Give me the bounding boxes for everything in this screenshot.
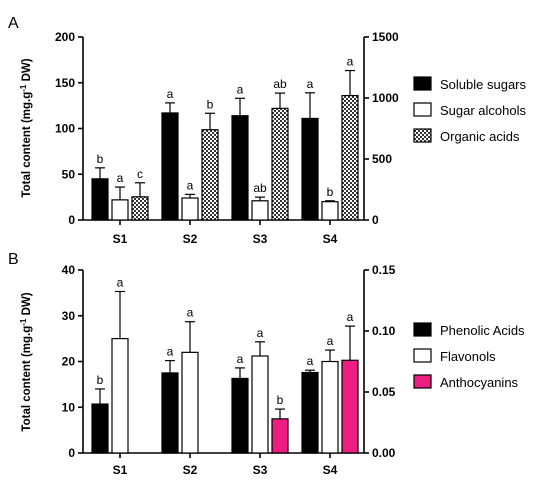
- panel-b-significance-letter: a: [327, 334, 334, 348]
- panel-b-right-tick-label: 0.10: [372, 324, 396, 338]
- panel-b-significance-letter: b: [97, 373, 104, 387]
- panel-b-bar: [91, 403, 109, 454]
- panel-a: A Total content (mg.g-1 DW) 0 50 100 150 200…: [8, 15, 526, 246]
- panel-a-y-axis-label: Total content (mg.g-1 DW): [19, 58, 33, 197]
- panel-b-bar: [341, 359, 359, 454]
- panel-a-bar: [271, 107, 289, 221]
- panel-a-bar: [161, 112, 179, 221]
- panel-a-left-tick-label: 0: [68, 213, 75, 227]
- panel-a-bar: [321, 201, 339, 221]
- panel-a-right-tick-label: 1500: [372, 30, 399, 44]
- panel-b-legend-swatch: [413, 322, 432, 337]
- panel-b-bar: [231, 377, 249, 454]
- panel-b-x-tick-label: S3: [253, 463, 268, 477]
- panel-a-x-tick-label: S4: [323, 232, 338, 246]
- panel-a-significance-letter: b: [327, 185, 334, 199]
- panel-a-bar: [301, 117, 319, 221]
- panel-b-right-tick-label: 0.15: [372, 263, 396, 277]
- panel-b-significance-letter: a: [257, 326, 264, 340]
- panel-b-legend-label: Anthocyanins: [440, 375, 519, 390]
- panel-b-significance-letter: a: [167, 345, 174, 359]
- panel-a-legend-label: Soluble sugars: [440, 77, 526, 92]
- panel-b-bar: [161, 372, 179, 454]
- panel-a-x-tick-label: S2: [183, 232, 198, 246]
- panel-a-bar: [201, 129, 219, 221]
- panel-b-bar: [301, 371, 319, 454]
- panel-b-left-tick-label: 0: [68, 446, 75, 460]
- panel-b-significance-letter: a: [307, 354, 314, 368]
- panel-a-left-tick-label: 150: [55, 76, 75, 90]
- panel-b-left-tick-label: 10: [62, 400, 76, 414]
- panel-a-bar: [91, 178, 109, 221]
- panel-a-left-tick-label: 100: [55, 122, 75, 136]
- panel-a-left-tick-label: 200: [55, 30, 75, 44]
- panel-a-significance-letter: ab: [273, 77, 287, 91]
- panel-b-x-tick-label: S4: [323, 463, 338, 477]
- panel-b-legend-swatch: [413, 374, 432, 389]
- panel-b-legend: Phenolic Acids Flavonols Anthocyanins: [413, 322, 525, 390]
- panel-b-legend-label: Phenolic Acids: [440, 323, 525, 338]
- panel-a-bar: [131, 196, 149, 221]
- panel-a-significance-letter: b: [97, 152, 104, 166]
- panel-a-legend-label: Sugar alcohols: [440, 103, 526, 118]
- panel-a-axes: 0 50 100 150 200 0 500 1000 1500 S1 S2 S3 S4: [55, 30, 399, 246]
- panel-b-significance-letter: a: [237, 352, 244, 366]
- panel-b-left-tick-label: 40: [62, 263, 76, 277]
- panel-a-legend-swatch: [413, 102, 432, 117]
- panel-a-bar: [181, 197, 199, 221]
- panel-a-bar: [341, 94, 359, 221]
- panel-b-left-tick-label: 20: [62, 355, 76, 369]
- panel-b-bar: [181, 351, 199, 454]
- panel-a-left-tick-label: 50: [62, 167, 76, 181]
- panel-b-right-tick-label: 0.05: [372, 385, 396, 399]
- panel-b-bar: [111, 338, 129, 454]
- panel-a-significance-letter: a: [237, 82, 244, 96]
- panel-a-significance-letter: a: [347, 55, 354, 69]
- panel-b-legend-label: Flavonols: [440, 349, 496, 364]
- panel-a-bar: [251, 200, 269, 221]
- panel-b-axes: 0 10 20 30 40 0.00 0.05 0.10 0.15 S1 S2 S3 S4: [62, 263, 396, 477]
- panel-a-right-tick-label: 500: [372, 152, 392, 166]
- panel-b-legend-swatch: [413, 348, 432, 363]
- panel-a-x-tick-label: S3: [253, 232, 268, 246]
- panel-b-letter: B: [8, 251, 19, 268]
- panel-a-right-tick-label: 0: [372, 213, 379, 227]
- panel-a-significance-letter: a: [167, 87, 174, 101]
- panel-b-significance-letter: b: [277, 393, 284, 407]
- panel-a-right-tick-label: 1000: [372, 91, 399, 105]
- panel-b-bar: [251, 355, 269, 454]
- panel-a-significance-letter: ab: [253, 181, 267, 195]
- panel-a-significance-letter: a: [117, 171, 124, 185]
- panel-b-significance-letter: a: [117, 276, 124, 290]
- panel-a-significance-letter: a: [187, 178, 194, 192]
- panel-b-y-axis-label: Total content (mg.g-1 DW): [19, 292, 33, 431]
- panel-b: B Total content (mg.g-1 DW) 0 10 20 30 40 0.0…: [8, 251, 525, 477]
- panel-b-right-tick-label: 0.00: [372, 446, 396, 460]
- panel-a-legend-swatch: [413, 128, 432, 143]
- panel-b-bar: [321, 360, 339, 454]
- panel-b-x-tick-label: S2: [183, 463, 198, 477]
- panel-a-significance-letter: c: [137, 167, 143, 181]
- panel-a-x-tick-label: S1: [113, 232, 128, 246]
- panel-a-legend-swatch: [413, 76, 432, 91]
- panel-a-legend: Soluble sugars Sugar alcohols Organic acid…: [413, 76, 526, 144]
- panel-a-bar: [111, 199, 129, 221]
- panel-a-significance-letter: b: [207, 97, 214, 111]
- panel-a-significance-letter: a: [307, 77, 314, 91]
- panel-b-bar: [271, 418, 289, 454]
- panel-b-left-tick-label: 30: [62, 309, 76, 323]
- panel-b-x-tick-label: S1: [113, 463, 128, 477]
- panel-b-significance-letter: a: [187, 306, 194, 320]
- panel-a-bar: [231, 115, 249, 221]
- panel-a-letter: A: [8, 15, 19, 32]
- panel-b-significance-letter: a: [347, 310, 354, 324]
- panel-a-legend-label: Organic acids: [440, 129, 520, 144]
